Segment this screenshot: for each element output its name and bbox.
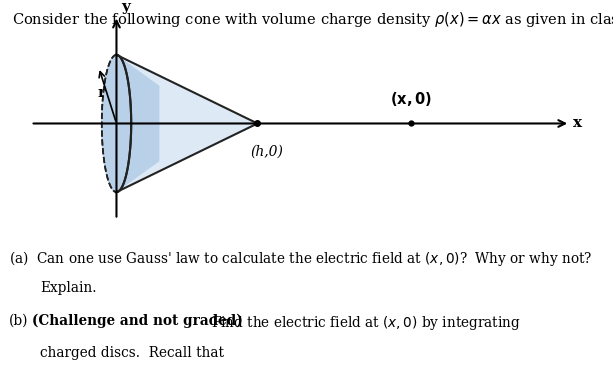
Text: Consider the following cone with volume charge density $\rho(x) = \alpha x$ as g: Consider the following cone with volume … [12,10,613,29]
Text: y: y [121,0,129,14]
Polygon shape [102,55,131,192]
Text: x: x [573,116,582,131]
Text: charged discs.  Recall that: charged discs. Recall that [40,346,224,360]
Text: $\mathbf{(x,0)}$: $\mathbf{(x,0)}$ [390,90,432,108]
Text: (a)  Can one use Gauss' law to calculate the electric field at $(x,0)$?  Why or : (a) Can one use Gauss' law to calculate … [9,249,593,268]
Polygon shape [116,55,159,192]
Text: (b): (b) [9,314,29,328]
Text: Find the electric field at $(x,0)$ by integrating: Find the electric field at $(x,0)$ by in… [211,314,522,332]
Text: (Challenge and not graded): (Challenge and not graded) [32,314,243,328]
Polygon shape [116,55,257,192]
Text: Explain.: Explain. [40,281,96,295]
Text: (h,0): (h,0) [250,145,283,159]
Text: r: r [97,85,105,100]
